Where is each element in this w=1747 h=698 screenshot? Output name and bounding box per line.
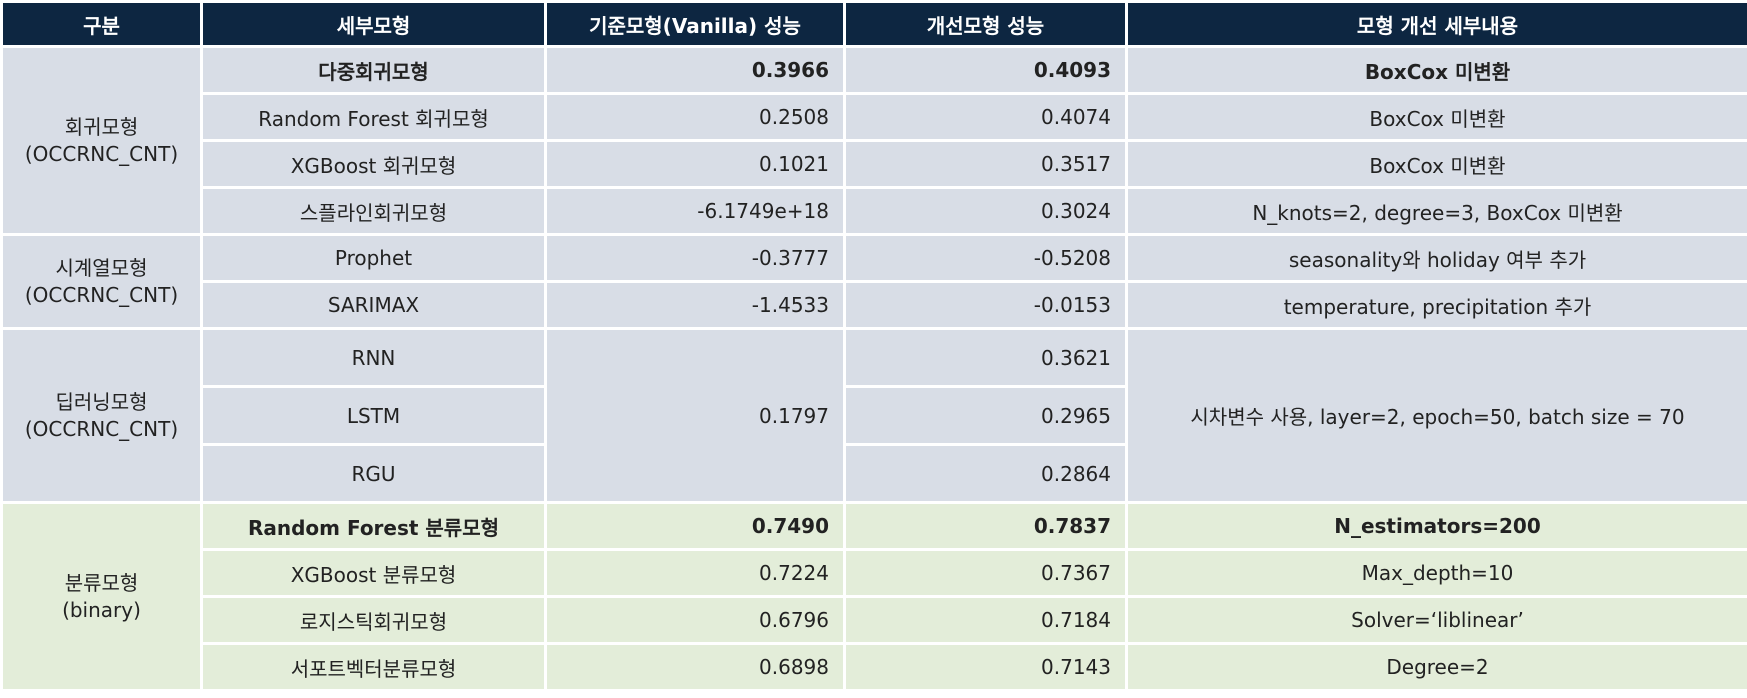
model-name: RGU xyxy=(203,446,544,501)
improved-score: 0.2965 xyxy=(846,388,1125,443)
header-improved-performance: 개선모형 성능 xyxy=(846,3,1125,45)
improved-score: -0.5208 xyxy=(846,236,1125,280)
group-label-classification: 분류모형 (binary) xyxy=(3,504,200,689)
table-row: RGU 0.2864 xyxy=(3,446,1747,501)
improvement-details: BoxCox 미변환 xyxy=(1128,142,1747,186)
header-model: 세부모형 xyxy=(203,3,544,45)
improvement-details: Degree=2 xyxy=(1128,645,1747,689)
improved-score: 0.3621 xyxy=(846,330,1125,385)
improvement-details: N_knots=2, degree=3, BoxCox 미변환 xyxy=(1128,189,1747,233)
improved-score: 0.4093 xyxy=(846,48,1125,92)
group-label-timeseries: 시계열모형 (OCCRNC_CNT) xyxy=(3,236,200,327)
group-label-deeplearning: 딥러닝모형 (OCCRNC_CNT) xyxy=(3,330,200,501)
model-name: LSTM xyxy=(203,388,544,443)
table-row: 분류모형 (binary) Random Forest 분류모형 0.7490 … xyxy=(3,504,1747,689)
table-row: 시계열모형 (OCCRNC_CNT) Prophet -0.3777 -0.52… xyxy=(3,236,1747,327)
model-name: Random Forest 분류모형 xyxy=(203,504,544,548)
model-name: 로지스틱회귀모형 xyxy=(203,598,544,642)
improved-score: 0.7367 xyxy=(846,551,1125,595)
group-label-text: 시계열모형 (OCCRNC_CNT) xyxy=(24,255,179,307)
baseline-score: 0.1797 xyxy=(547,330,843,501)
improvement-details: Solver=‘liblinear’ xyxy=(1128,598,1747,642)
improved-score: 0.7143 xyxy=(846,645,1125,689)
model-name: RNN xyxy=(203,330,544,385)
group-label-text: 딥러닝모형 (OCCRNC_CNT) xyxy=(24,389,179,441)
improvement-details: N_estimators=200 xyxy=(1128,504,1747,548)
table-row: LSTM 0.2965 xyxy=(3,388,1747,443)
header-baseline-performance: 기준모형(Vanilla) 성능 xyxy=(547,3,843,45)
baseline-score: -1.4533 xyxy=(547,283,843,327)
group-label-regression: 회귀모형 (OCCRNC_CNT) xyxy=(3,48,200,233)
improved-score: 0.7837 xyxy=(846,504,1125,548)
model-name: 스플라인회귀모형 xyxy=(203,189,544,233)
table-row: Random Forest 회귀모형 0.2508 0.4074 BoxCox … xyxy=(3,95,1747,139)
baseline-score: 0.6898 xyxy=(547,645,843,689)
improved-score: 0.3517 xyxy=(846,142,1125,186)
improvement-details: Max_depth=10 xyxy=(1128,551,1747,595)
improved-score: 0.2864 xyxy=(846,446,1125,501)
table-row: XGBoost 분류모형 0.7224 0.7367 Max_depth=10 xyxy=(3,551,1747,595)
improvement-details: 시차변수 사용, layer=2, epoch=50, batch size =… xyxy=(1128,330,1747,501)
model-name: 다중회귀모형 xyxy=(203,48,544,92)
improved-score: -0.0153 xyxy=(846,283,1125,327)
table-row: 스플라인회귀모형 -6.1749e+18 0.3024 N_knots=2, d… xyxy=(3,189,1747,233)
baseline-score: 0.7490 xyxy=(547,504,843,548)
model-name: XGBoost 분류모형 xyxy=(203,551,544,595)
header-row: 구분 세부모형 기준모형(Vanilla) 성능 개선모형 성능 모형 개선 세… xyxy=(3,3,1747,45)
table-row: 서포트벡터분류모형 0.6898 0.7143 Degree=2 xyxy=(3,645,1747,689)
model-name: SARIMAX xyxy=(203,283,544,327)
baseline-score: 0.1021 xyxy=(547,142,843,186)
baseline-score: -0.3777 xyxy=(547,236,843,280)
header-category: 구분 xyxy=(3,3,200,45)
table-row: 딥러닝모형 (OCCRNC_CNT) RNN 0.1797 0.3621 시차변… xyxy=(3,330,1747,501)
table-row: SARIMAX -1.4533 -0.0153 temperature, pre… xyxy=(3,283,1747,327)
model-name: Random Forest 회귀모형 xyxy=(203,95,544,139)
table-row: 회귀모형 (OCCRNC_CNT) 다중회귀모형 0.3966 0.4093 B… xyxy=(3,48,1747,233)
improvement-details: seasonality와 holiday 여부 추가 xyxy=(1128,236,1747,280)
improved-score: 0.3024 xyxy=(846,189,1125,233)
baseline-score: 0.7224 xyxy=(547,551,843,595)
group-label-text: 회귀모형 (OCCRNC_CNT) xyxy=(24,114,179,166)
header-improvement-details: 모형 개선 세부내용 xyxy=(1128,3,1747,45)
model-name: Prophet xyxy=(203,236,544,280)
baseline-score: -6.1749e+18 xyxy=(547,189,843,233)
baseline-score: 0.3966 xyxy=(547,48,843,92)
model-name: 서포트벡터분류모형 xyxy=(203,645,544,689)
group-label-text: 분류모형 (binary) xyxy=(62,570,141,622)
baseline-score: 0.6796 xyxy=(547,598,843,642)
improved-score: 0.4074 xyxy=(846,95,1125,139)
model-name: XGBoost 회귀모형 xyxy=(203,142,544,186)
improvement-details: temperature, precipitation 추가 xyxy=(1128,283,1747,327)
table-row: XGBoost 회귀모형 0.1021 0.3517 BoxCox 미변환 xyxy=(3,142,1747,186)
baseline-score: 0.2508 xyxy=(547,95,843,139)
improvement-details: BoxCox 미변환 xyxy=(1128,95,1747,139)
table-row: 로지스틱회귀모형 0.6796 0.7184 Solver=‘liblinear… xyxy=(3,598,1747,642)
improved-score: 0.7184 xyxy=(846,598,1125,642)
improvement-details: BoxCox 미변환 xyxy=(1128,48,1747,92)
